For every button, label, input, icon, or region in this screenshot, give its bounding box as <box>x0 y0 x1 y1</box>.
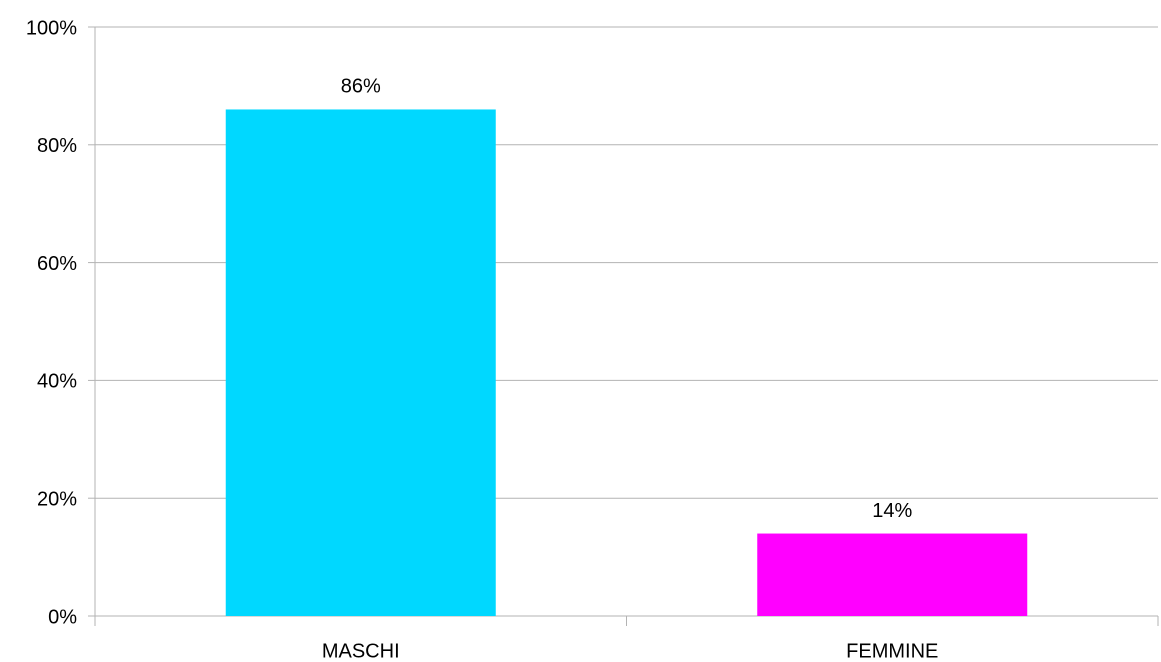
y-tick-label: 40% <box>37 371 77 393</box>
bar <box>225 109 496 617</box>
x-tick-label: FEMMINE <box>846 640 938 662</box>
y-tick-label: 100% <box>26 17 77 39</box>
y-tick-label: 0% <box>48 606 77 628</box>
x-tick-label: MASCHI <box>322 640 400 662</box>
value-label: 86% <box>341 76 381 98</box>
bar <box>757 533 1028 616</box>
y-tick-label: 20% <box>37 488 77 510</box>
value-label: 14% <box>872 500 912 522</box>
y-tick-label: 60% <box>37 253 77 275</box>
y-tick-label: 80% <box>37 135 77 157</box>
